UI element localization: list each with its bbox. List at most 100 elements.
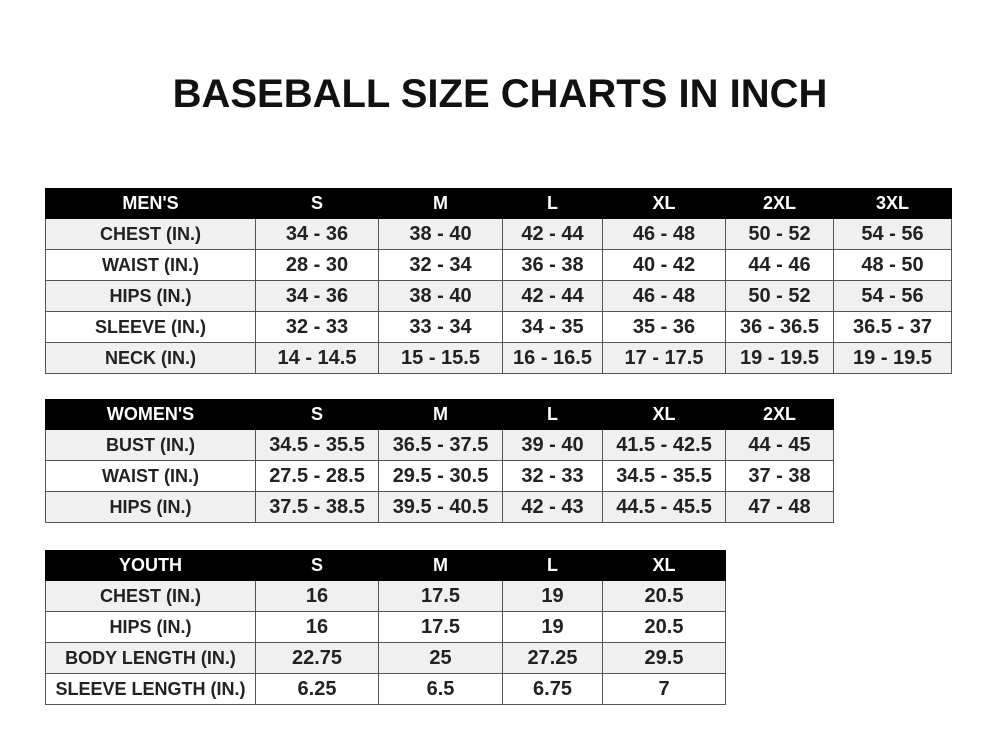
measurement-cell: 20.5 [602, 580, 726, 612]
row-label: SLEEVE (IN.) [45, 311, 256, 343]
header-row: WOMEN'S S M L XL 2XL [45, 399, 834, 430]
measurement-cell: 28 - 30 [255, 249, 379, 281]
measurement-cell: 36.5 - 37 [833, 311, 952, 343]
size-header: L [502, 399, 603, 430]
table-row: HIPS (IN.) 34 - 36 38 - 40 42 - 44 46 - 48 50… [45, 280, 952, 312]
measurement-cell: 42 - 44 [502, 280, 603, 312]
table-row: WAIST (IN.) 27.5 - 28.5 29.5 - 30.5 32 - 33… [45, 460, 834, 492]
measurement-cell: 34.5 - 35.5 [602, 460, 726, 492]
measurement-cell: 44 - 45 [725, 429, 834, 461]
measurement-cell: 29.5 [602, 642, 726, 674]
measurement-cell: 17 - 17.5 [602, 342, 726, 374]
womens-size-table: WOMEN'S S M L XL 2XL BUST (IN.) 34.5 - 35.5 36.5… [45, 399, 834, 523]
category-header: WOMEN'S [45, 399, 256, 430]
measurement-cell: 34.5 - 35.5 [255, 429, 379, 461]
header-row: MEN'S S M L XL 2XL 3XL [45, 188, 952, 219]
size-header: XL [602, 399, 726, 430]
table-row: WAIST (IN.) 28 - 30 32 - 34 36 - 38 40 - 42 4… [45, 249, 952, 281]
table-row: BODY LENGTH (IN.) 22.75 25 27.25 29.5 [45, 642, 726, 674]
measurement-cell: 48 - 50 [833, 249, 952, 281]
measurement-cell: 19 [502, 580, 603, 612]
size-header: L [502, 550, 603, 581]
measurement-cell: 35 - 36 [602, 311, 726, 343]
size-header: M [378, 399, 503, 430]
table-row: SLEEVE LENGTH (IN.) 6.25 6.5 6.75 7 [45, 673, 726, 705]
size-header: XL [602, 550, 726, 581]
measurement-cell: 16 - 16.5 [502, 342, 603, 374]
measurement-cell: 19 [502, 611, 603, 643]
size-header: 2XL [725, 188, 834, 219]
measurement-cell: 6.25 [255, 673, 379, 705]
measurement-cell: 20.5 [602, 611, 726, 643]
measurement-cell: 54 - 56 [833, 280, 952, 312]
measurement-cell: 36.5 - 37.5 [378, 429, 503, 461]
measurement-cell: 27.25 [502, 642, 603, 674]
table-row: SLEEVE (IN.) 32 - 33 33 - 34 34 - 35 35 - 36… [45, 311, 952, 343]
measurement-cell: 33 - 34 [378, 311, 503, 343]
measurement-cell: 37.5 - 38.5 [255, 491, 379, 523]
measurement-cell: 39.5 - 40.5 [378, 491, 503, 523]
table-row: NECK (IN.) 14 - 14.5 15 - 15.5 16 - 16.5 17 … [45, 342, 952, 374]
measurement-cell: 34 - 36 [255, 280, 379, 312]
size-header: XL [602, 188, 726, 219]
measurement-cell: 19 - 19.5 [725, 342, 834, 374]
header-row: YOUTH S M L XL [45, 550, 726, 581]
measurement-cell: 22.75 [255, 642, 379, 674]
measurement-cell: 17.5 [378, 580, 503, 612]
measurement-cell: 32 - 34 [378, 249, 503, 281]
size-header: L [502, 188, 603, 219]
measurement-cell: 34 - 36 [255, 218, 379, 250]
mens-size-table: MEN'S S M L XL 2XL 3XL CHEST (IN.) 34 - 36 38 - 4… [45, 188, 952, 374]
row-label: WAIST (IN.) [45, 249, 256, 281]
category-header: YOUTH [45, 550, 256, 581]
measurement-cell: 16 [255, 580, 379, 612]
measurement-cell: 38 - 40 [378, 280, 503, 312]
measurement-cell: 36 - 38 [502, 249, 603, 281]
measurement-cell: 15 - 15.5 [378, 342, 503, 374]
measurement-cell: 17.5 [378, 611, 503, 643]
measurement-cell: 27.5 - 28.5 [255, 460, 379, 492]
size-header: M [378, 550, 503, 581]
row-label: BODY LENGTH (IN.) [45, 642, 256, 674]
table-row: CHEST (IN.) 16 17.5 19 20.5 [45, 580, 726, 612]
size-header: S [255, 399, 379, 430]
measurement-cell: 32 - 33 [255, 311, 379, 343]
measurement-cell: 6.75 [502, 673, 603, 705]
measurement-cell: 44 - 46 [725, 249, 834, 281]
measurement-cell: 42 - 43 [502, 491, 603, 523]
table-row: CHEST (IN.) 34 - 36 38 - 40 42 - 44 46 - 48 5… [45, 218, 952, 250]
measurement-cell: 25 [378, 642, 503, 674]
size-header: M [378, 188, 503, 219]
row-label: BUST (IN.) [45, 429, 256, 461]
measurement-cell: 6.5 [378, 673, 503, 705]
measurement-cell: 47 - 48 [725, 491, 834, 523]
measurement-cell: 32 - 33 [502, 460, 603, 492]
row-label: HIPS (IN.) [45, 280, 256, 312]
measurement-cell: 46 - 48 [602, 218, 726, 250]
page-title: BASEBALL SIZE CHARTS IN INCH [172, 72, 828, 116]
measurement-cell: 34 - 35 [502, 311, 603, 343]
measurement-cell: 19 - 19.5 [833, 342, 952, 374]
row-label: SLEEVE LENGTH (IN.) [45, 673, 256, 705]
measurement-cell: 41.5 - 42.5 [602, 429, 726, 461]
row-label: WAIST (IN.) [45, 460, 256, 492]
measurement-cell: 42 - 44 [502, 218, 603, 250]
row-label: HIPS (IN.) [45, 491, 256, 523]
measurement-cell: 36 - 36.5 [725, 311, 834, 343]
measurement-cell: 39 - 40 [502, 429, 603, 461]
measurement-cell: 14 - 14.5 [255, 342, 379, 374]
row-label: CHEST (IN.) [45, 580, 256, 612]
measurement-cell: 29.5 - 30.5 [378, 460, 503, 492]
table-row: HIPS (IN.) 37.5 - 38.5 39.5 - 40.5 42 - 43 4… [45, 491, 834, 523]
size-header: S [255, 550, 379, 581]
size-header: S [255, 188, 379, 219]
measurement-cell: 16 [255, 611, 379, 643]
measurement-cell: 7 [602, 673, 726, 705]
measurement-cell: 50 - 52 [725, 218, 834, 250]
size-header: 3XL [833, 188, 952, 219]
youth-size-table: YOUTH S M L XL CHEST (IN.) 16 17.5 19 20.5 HIPS (I… [45, 550, 726, 705]
measurement-cell: 44.5 - 45.5 [602, 491, 726, 523]
row-label: HIPS (IN.) [45, 611, 256, 643]
row-label: NECK (IN.) [45, 342, 256, 374]
measurement-cell: 50 - 52 [725, 280, 834, 312]
